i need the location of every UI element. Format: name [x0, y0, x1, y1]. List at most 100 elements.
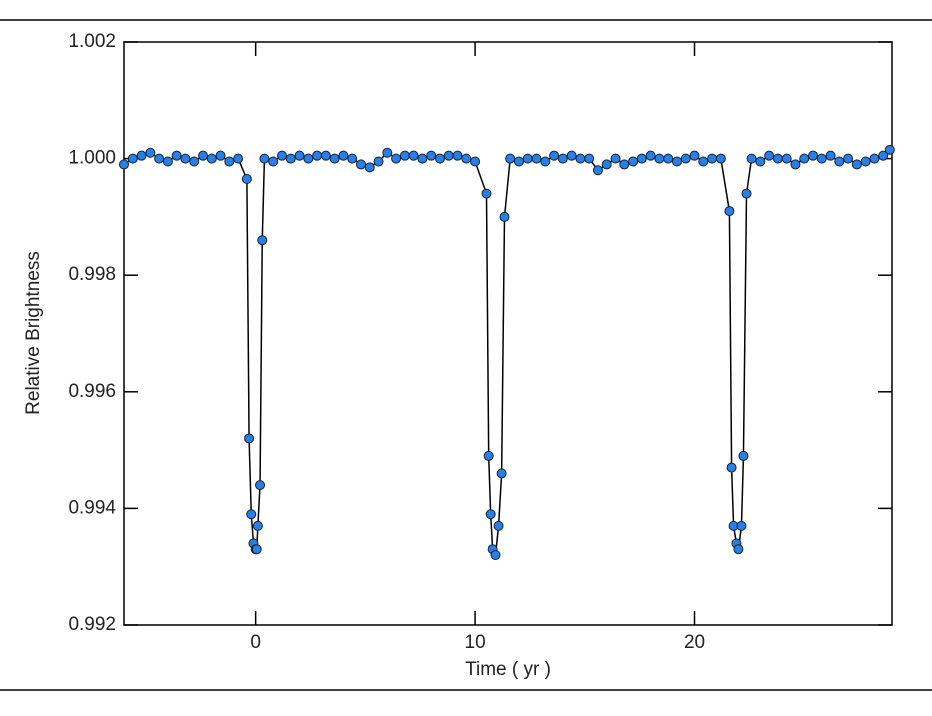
- data-point: [790, 159, 801, 170]
- plot-frame: [123, 41, 893, 626]
- data-point: [499, 211, 510, 222]
- data-point: [364, 162, 375, 173]
- data-point: [566, 150, 577, 161]
- data-point: [878, 150, 889, 161]
- data-point: [781, 153, 792, 164]
- data-point: [382, 147, 393, 158]
- y-tick-label: 1.000: [68, 148, 116, 169]
- data-point: [764, 150, 775, 161]
- data-point: [869, 153, 880, 164]
- data-point: [119, 159, 129, 170]
- data-point: [233, 153, 244, 164]
- data-point: [575, 153, 586, 164]
- data-point: [772, 153, 783, 164]
- data-point: [493, 520, 504, 531]
- data-point: [127, 153, 138, 164]
- data-point: [481, 188, 492, 199]
- y-tick-label: 0.992: [68, 614, 116, 635]
- data-point: [246, 509, 257, 520]
- data-point: [808, 150, 819, 161]
- data-point: [373, 156, 384, 167]
- data-point: [294, 150, 305, 161]
- data-point: [443, 150, 454, 161]
- x-tick-label: 10: [465, 632, 486, 653]
- data-point: [189, 156, 200, 167]
- data-point: [680, 153, 691, 164]
- x-tick-label: 20: [684, 632, 705, 653]
- y-axis-label: Relative Brightness: [23, 251, 44, 415]
- data-point: [540, 156, 551, 167]
- data-point: [557, 153, 568, 164]
- y-tick-label: 1.002: [68, 31, 116, 52]
- data-point: [303, 153, 314, 164]
- x-tick-label: 0: [250, 632, 261, 653]
- data-point: [312, 150, 323, 161]
- data-point: [285, 153, 296, 164]
- data-point: [276, 150, 287, 161]
- data-point: [689, 150, 700, 161]
- y-tick-label: 0.994: [68, 497, 116, 518]
- data-point: [268, 156, 279, 167]
- data-point: [355, 159, 366, 170]
- data-point: [408, 150, 419, 161]
- data-point: [724, 206, 735, 217]
- data-point: [733, 544, 744, 555]
- data-point: [485, 509, 496, 520]
- data-point: [255, 480, 266, 491]
- y-tick-label: 0.996: [68, 381, 116, 402]
- data-point: [522, 153, 533, 164]
- data-point: [610, 153, 621, 164]
- x-axis-label: Time ( yr ): [465, 659, 551, 680]
- data-point: [490, 550, 501, 561]
- data-point: [531, 153, 542, 164]
- data-point: [741, 188, 752, 199]
- data-point: [496, 468, 507, 479]
- data-point: [347, 153, 358, 164]
- data-point: [715, 153, 726, 164]
- data-point: [671, 156, 682, 167]
- data-point: [171, 150, 182, 161]
- data-point: [399, 150, 410, 161]
- data-point: [726, 462, 737, 473]
- data-point: [654, 153, 665, 164]
- y-tick-label: 0.998: [68, 264, 116, 285]
- data-point: [549, 150, 560, 161]
- data-point: [755, 156, 766, 167]
- data-point: [320, 150, 331, 161]
- data-point: [513, 156, 524, 167]
- data-point: [224, 156, 235, 167]
- data-point: [259, 153, 270, 164]
- data-point: [452, 150, 463, 161]
- data-point: [851, 159, 862, 170]
- data-point: [707, 153, 718, 164]
- data-point: [162, 156, 173, 167]
- series-line: [123, 149, 891, 558]
- data-point: [244, 433, 255, 444]
- data-point: [180, 153, 191, 164]
- data-point: [251, 544, 262, 555]
- data-point: [215, 150, 226, 161]
- data-point: [884, 144, 895, 155]
- data-point: [505, 153, 516, 164]
- data-point: [461, 153, 472, 164]
- data-point: [816, 153, 827, 164]
- data-point: [628, 156, 639, 167]
- data-point: [257, 235, 268, 246]
- data-point: [843, 153, 854, 164]
- data-point: [136, 150, 147, 161]
- data-point: [154, 153, 165, 164]
- data-point: [434, 153, 445, 164]
- data-point: [329, 153, 340, 164]
- data-point: [145, 147, 156, 158]
- data-point: [619, 159, 630, 170]
- data-point: [417, 153, 428, 164]
- data-point: [483, 450, 494, 461]
- data-point: [426, 150, 437, 161]
- data-point: [206, 153, 217, 164]
- data-point: [338, 150, 349, 161]
- data-point: [601, 159, 612, 170]
- data-point: [799, 153, 810, 164]
- data-point: [241, 174, 252, 185]
- data-point: [592, 165, 603, 176]
